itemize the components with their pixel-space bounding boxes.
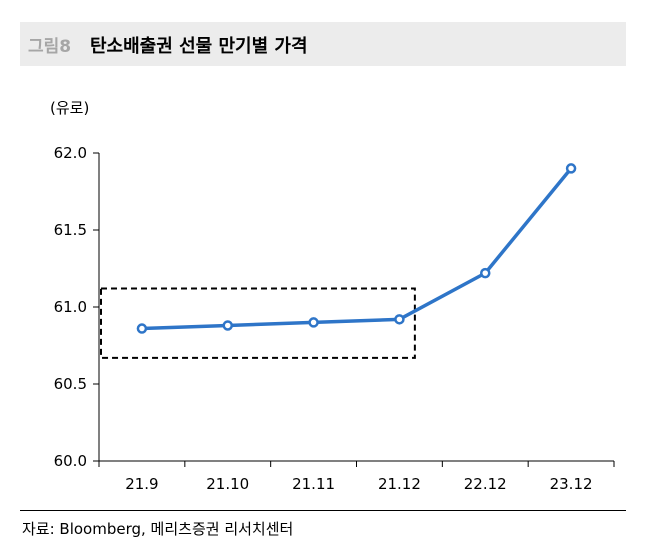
figure-title: 탄소배출권 선물 만기별 가격 bbox=[90, 36, 308, 57]
data-point bbox=[136, 323, 148, 334]
data-point bbox=[565, 163, 577, 174]
line-chart: 60.0 60.5 61.0 61.5 62.0 21.9 21.10 21.11 21.12… bbox=[54, 144, 615, 493]
x-tick-label: 21.9 bbox=[125, 475, 158, 493]
highlight-box-layer bbox=[100, 287, 416, 359]
y-tick-label: 61.0 bbox=[54, 298, 87, 316]
y-tick-label: 62.0 bbox=[54, 144, 87, 162]
data-point bbox=[222, 320, 233, 331]
x-tick-label: 23.12 bbox=[550, 475, 593, 493]
figure-number: 그림8 bbox=[28, 37, 72, 57]
chart-axes bbox=[98, 153, 614, 462]
figure-header: 그림8 탄소배출권 선물 만기별 가격 bbox=[20, 22, 626, 66]
y-axis-unit-label: (유로) bbox=[50, 99, 90, 117]
series-layer bbox=[136, 163, 577, 334]
source-note: 자료: Bloomberg, 메리츠증권 리서치센터 bbox=[22, 520, 294, 538]
data-point bbox=[308, 317, 319, 328]
data-point bbox=[480, 267, 491, 279]
x-tick-label: 21.11 bbox=[292, 475, 335, 493]
y-tick-label: 61.5 bbox=[54, 221, 87, 239]
x-tick-label: 21.12 bbox=[378, 475, 421, 493]
footer-divider bbox=[20, 510, 626, 511]
x-tick-label: 21.10 bbox=[206, 475, 249, 493]
x-axis-ticks: 21.9 21.10 21.11 21.12 22.12 23.12 bbox=[98, 461, 615, 493]
y-tick-label: 60.5 bbox=[54, 375, 87, 393]
y-tick-label: 60.0 bbox=[54, 452, 87, 470]
highlight-box bbox=[100, 287, 416, 359]
series-line bbox=[141, 167, 573, 331]
x-tick-label: 22.12 bbox=[464, 475, 507, 493]
data-point bbox=[394, 314, 405, 325]
y-axis-ticks: 60.0 60.5 61.0 61.5 62.0 bbox=[54, 144, 99, 470]
